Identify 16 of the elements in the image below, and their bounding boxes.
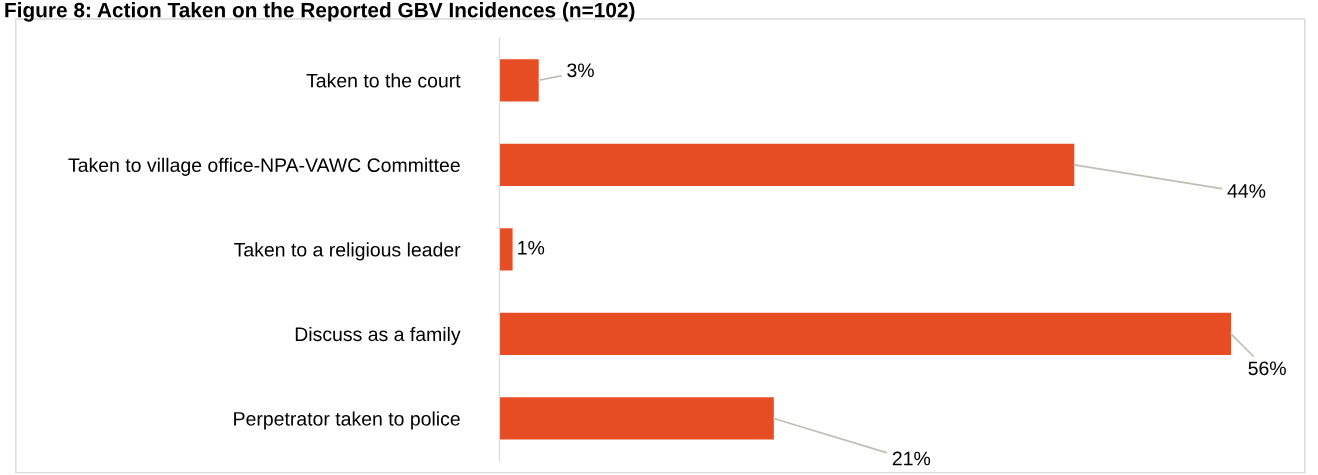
data-label: 44%	[1227, 184, 1266, 198]
y-tick-label: Taken to village office-NPA-VAWC Committee	[68, 157, 460, 176]
y-tick-label: Taken to the court	[306, 73, 461, 88]
bar	[499, 397, 774, 440]
data-label: 21%	[892, 451, 931, 466]
bar	[499, 228, 513, 271]
y-tick-label: Taken to a religious leader	[234, 242, 461, 261]
bar	[499, 59, 539, 102]
y-tick-label: Perpetrator taken to police	[234, 411, 460, 430]
data-label: 56%	[1248, 361, 1286, 376]
y-tick-label: Discuss as a family	[295, 326, 461, 346]
bar	[499, 312, 1232, 356]
data-label: 3%	[567, 63, 594, 78]
bar	[499, 143, 1075, 186]
text: Figure 8: Action Taken on the Reported GBV Incidences (n=102)	[5, 2, 635, 22]
data-label: 1%	[518, 240, 545, 255]
